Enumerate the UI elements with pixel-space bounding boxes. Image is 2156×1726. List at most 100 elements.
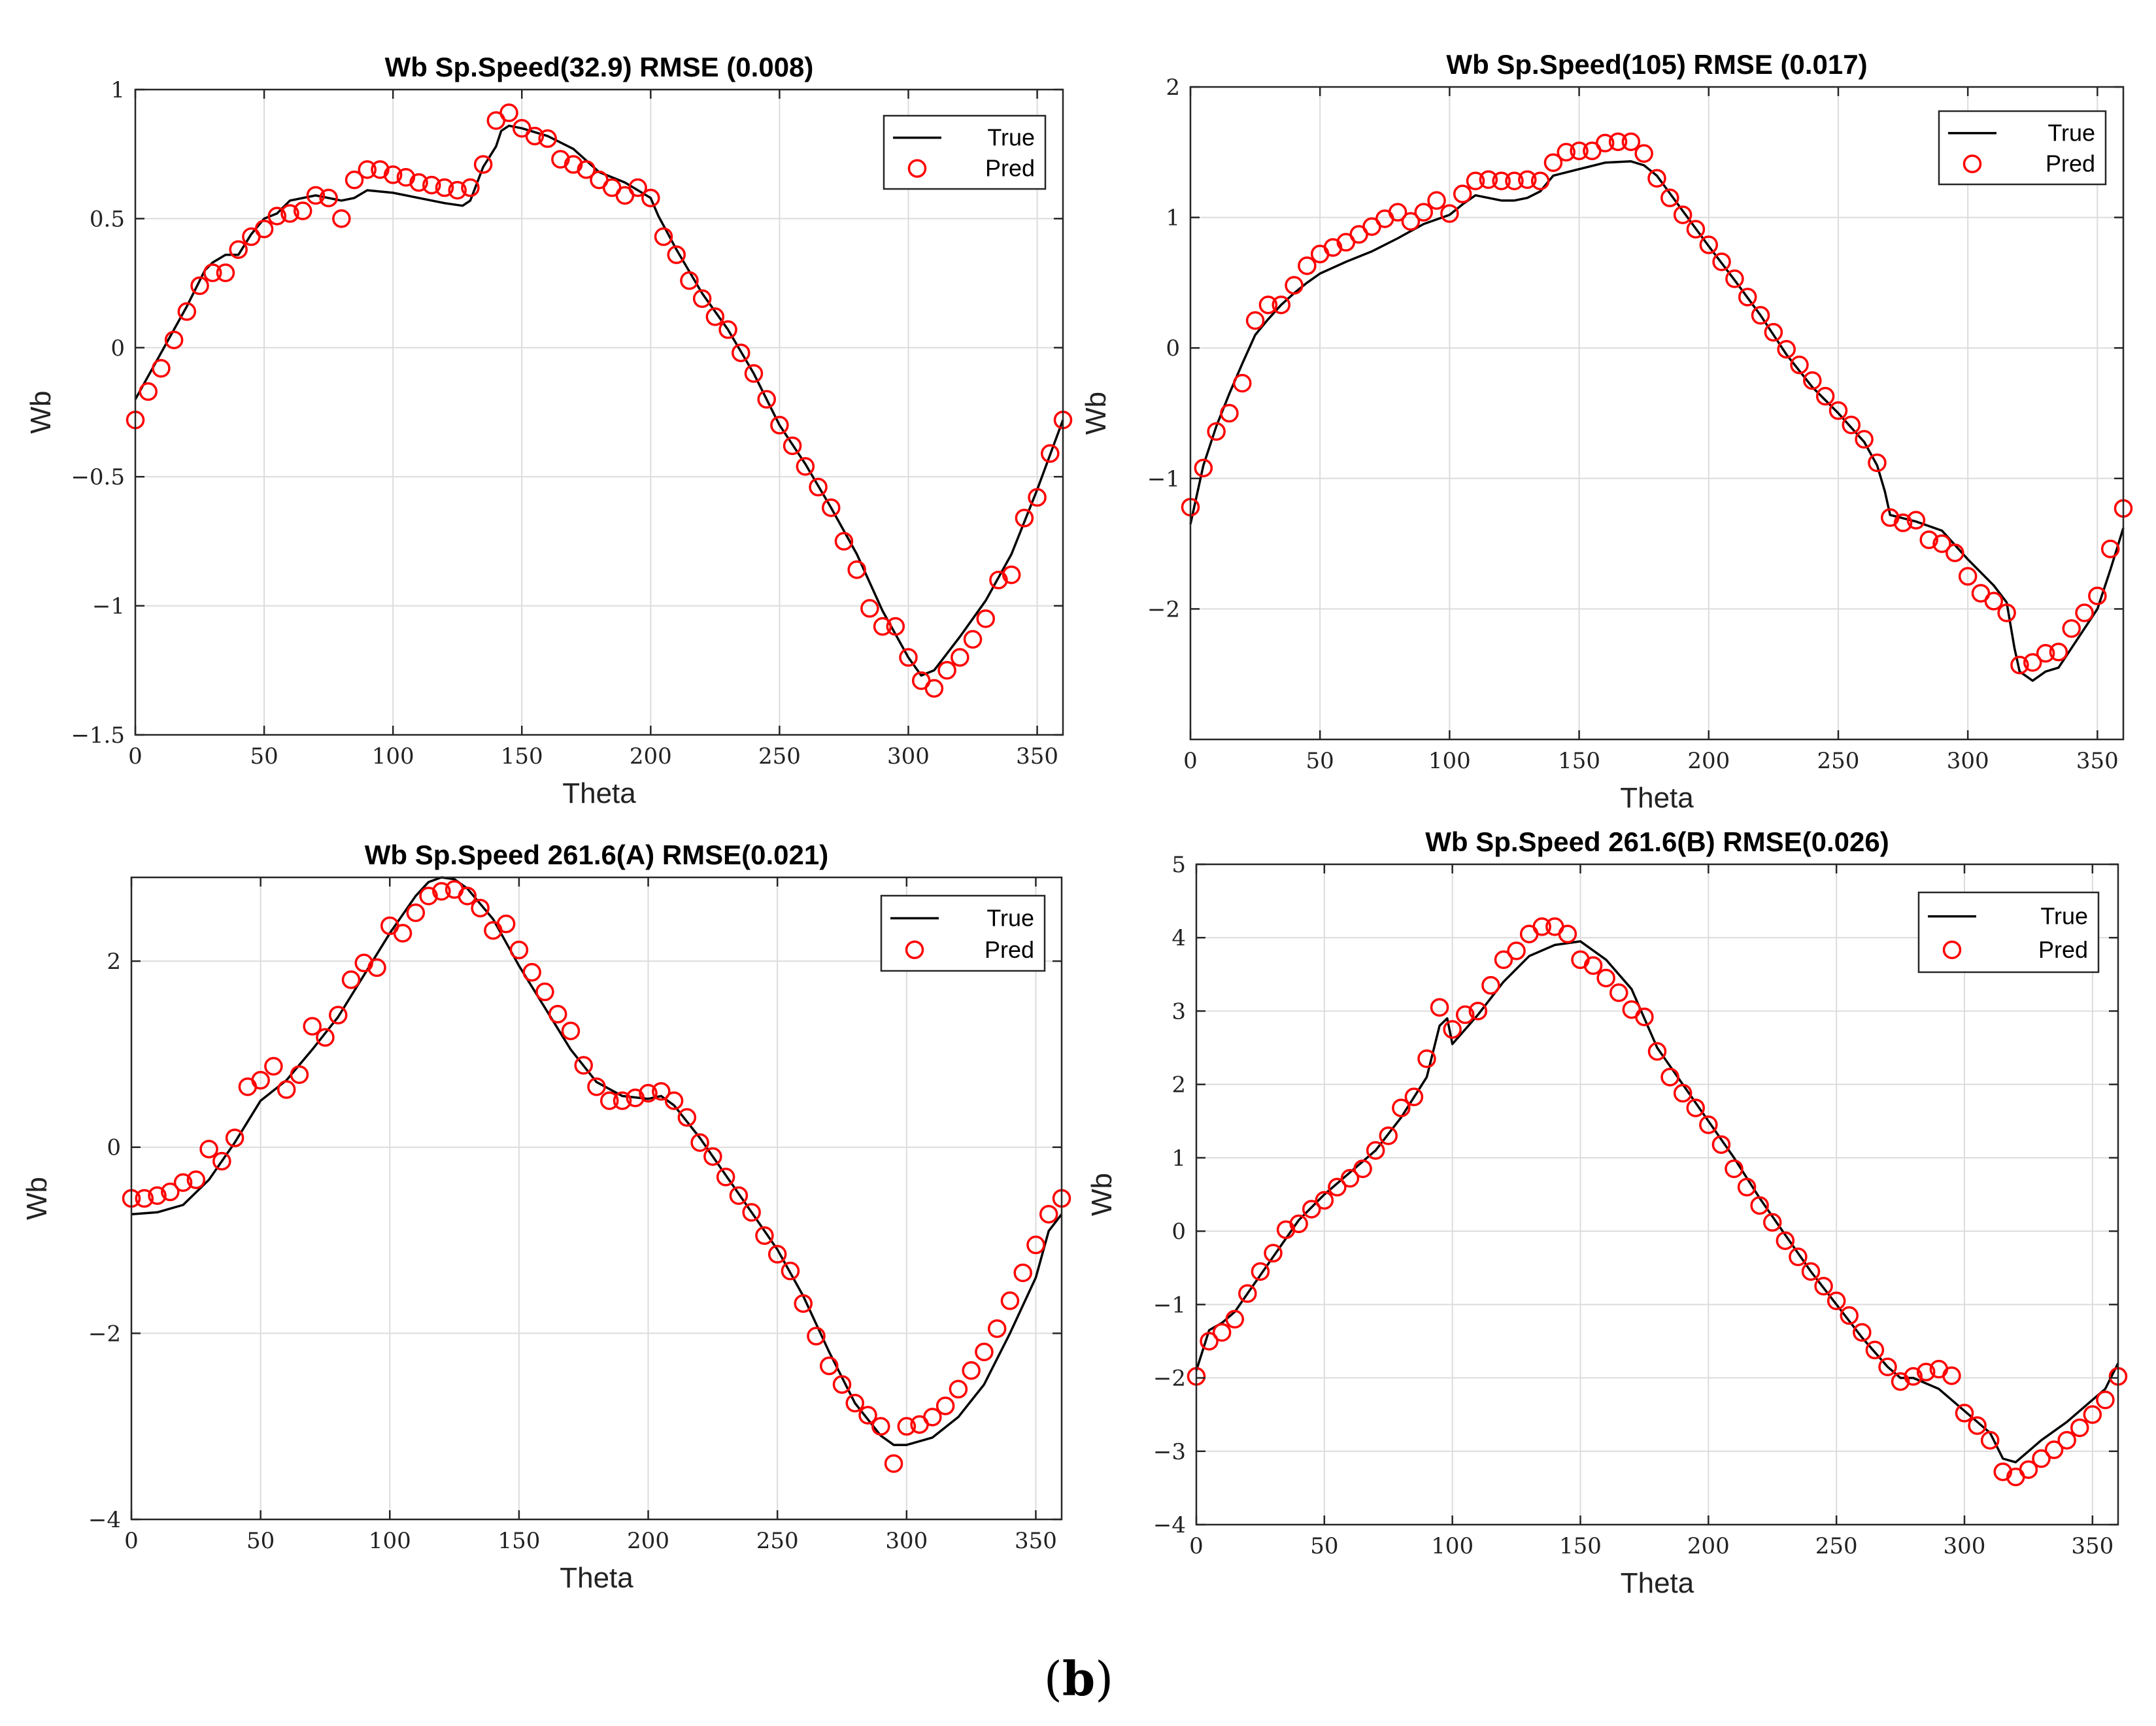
y-tick-label: 0	[110, 335, 125, 362]
x-axis-label: Theta	[560, 1562, 633, 1594]
data-point-pred	[1777, 339, 1796, 359]
data-point-pred	[1815, 386, 1835, 406]
data-point-pred	[987, 1319, 1007, 1338]
data-point-pred	[1984, 592, 2004, 611]
data-point-pred	[1251, 1262, 1270, 1281]
data-point-pred	[770, 415, 789, 435]
legend-pred-swatch	[1942, 940, 1962, 960]
data-point-pred	[1828, 401, 1848, 420]
data-point-pred	[742, 1203, 761, 1222]
y-tick-label: 1	[1171, 1145, 1186, 1172]
data-point-pred	[1039, 1204, 1058, 1224]
data-point-pred	[225, 1128, 244, 1147]
data-point-pred	[1725, 1159, 1743, 1178]
data-point-pred	[1272, 296, 1290, 314]
data-point-pred	[1392, 1098, 1411, 1117]
data-point-pred	[767, 1245, 787, 1264]
x-tick-label: 200	[630, 743, 672, 770]
data-point-pred	[976, 609, 995, 628]
data-point-pred	[229, 240, 248, 260]
data-point-pred	[1686, 1098, 1705, 1117]
x-tick-label: 150	[497, 1528, 540, 1554]
data-point-pred	[2083, 1405, 2102, 1424]
x-tick-label: 350	[1015, 1528, 1057, 1554]
data-point-pred	[1763, 1213, 1782, 1232]
data-point-pred	[422, 175, 441, 195]
data-point-pred	[1968, 1416, 1987, 1435]
data-point-pred	[564, 155, 583, 174]
data-point-pred	[1417, 1049, 1436, 1068]
data-point-pred	[858, 1406, 877, 1425]
data-point-pred	[1583, 956, 1603, 975]
data-point-pred	[1388, 203, 1407, 222]
data-point-pred	[1427, 191, 1446, 210]
x-tick-label: 300	[1944, 1533, 1986, 1559]
data-point-pred	[1712, 252, 1731, 271]
data-point-pred	[2100, 539, 2120, 558]
y-tick-label: −3	[1153, 1439, 1186, 1465]
x-tick-label: 250	[758, 743, 801, 770]
x-tick-label: 150	[1558, 748, 1600, 774]
axes-frame	[134, 88, 1064, 736]
legend-true-label: True	[987, 124, 1035, 151]
data-point-pred	[1285, 276, 1304, 295]
x-tick-label: 150	[1559, 1533, 1602, 1559]
data-point-pred	[989, 570, 1008, 590]
x-tick-label: 0	[1189, 1533, 1204, 1559]
data-point-pred	[626, 1089, 645, 1108]
data-point-pred	[834, 532, 854, 551]
data-point-pred	[1328, 1177, 1347, 1197]
data-point-pred	[1015, 509, 1034, 528]
data-point-pred	[1543, 153, 1563, 173]
data-point-pred	[409, 173, 428, 192]
data-point-pred	[216, 263, 235, 282]
legend-pred-label: Pred	[985, 155, 1035, 182]
data-point-pred	[367, 958, 386, 977]
data-point-pred	[1505, 171, 1524, 190]
data-point-pred	[677, 1108, 697, 1127]
data-point-pred	[2010, 655, 2029, 675]
data-point-pred	[435, 178, 454, 197]
chart-panel-3: 0 50 100 150 200 250 300 350 −4 −2 0 2 Wb Sp.Speed 2…	[21, 839, 1071, 1594]
data-point-pred	[937, 661, 956, 680]
x-tick-label: 250	[1817, 748, 1860, 774]
data-point-pred	[1878, 1357, 1897, 1376]
data-point-pred	[2070, 1418, 2089, 1438]
data-point-pred	[1430, 998, 1449, 1017]
data-point-pred	[1621, 132, 1641, 152]
y-tick-label: −0.5	[71, 464, 125, 490]
y-tick-label: −1.5	[71, 722, 125, 749]
data-point-pred	[1919, 530, 1938, 549]
data-point-pred	[332, 209, 351, 228]
y-tick-label: −4	[88, 1507, 121, 1533]
data-point-pred	[1200, 1332, 1219, 1351]
legend-true-label: True	[986, 905, 1034, 932]
data-point-pred	[212, 1151, 231, 1171]
x-tick-label: 0	[1183, 748, 1198, 774]
data-point-pred	[1530, 171, 1550, 190]
data-point-pred	[1803, 371, 1822, 390]
data-point-pred	[975, 1342, 994, 1362]
data-point-pred	[1245, 311, 1265, 330]
data-point-pred	[1558, 924, 1577, 943]
data-point-pred	[1980, 1430, 2000, 1450]
legend-box	[883, 114, 1047, 190]
x-tick-label: 0	[128, 743, 143, 770]
data-point-pred	[667, 245, 686, 264]
data-point-pred	[1751, 306, 1770, 325]
data-point-pred	[1855, 430, 1874, 449]
y-tick-label: 1	[1166, 205, 1180, 231]
data-point-pred	[794, 1294, 813, 1313]
data-point-pred	[949, 1379, 968, 1399]
data-point-pred	[2032, 1449, 2051, 1468]
legend-box	[880, 894, 1046, 972]
chart-title: Wb Sp.Speed 261.6(B) RMSE(0.026)	[1425, 826, 1889, 857]
data-point-pred	[1891, 1372, 1910, 1391]
data-point-pred	[1466, 171, 1485, 190]
data-point-pred	[1789, 1247, 1808, 1266]
data-point-pred	[899, 648, 918, 667]
x-tick-label: 350	[2071, 1533, 2114, 1559]
data-point-pred	[1955, 1404, 1974, 1423]
x-axis-label: Theta	[1620, 782, 1694, 814]
